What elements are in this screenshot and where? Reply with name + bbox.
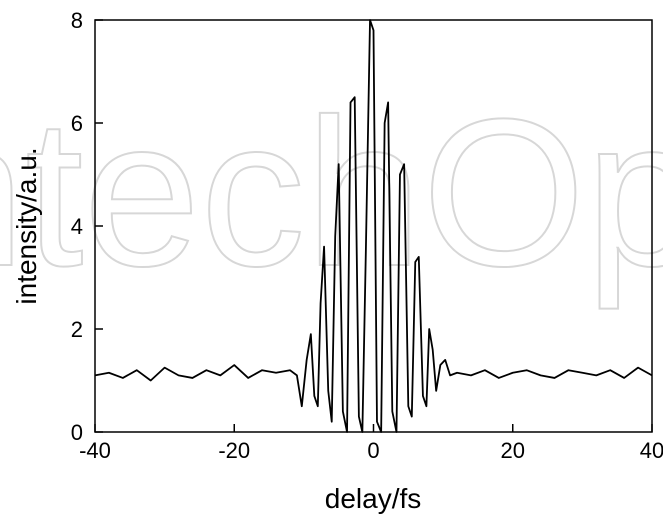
x-tick-label: -20 xyxy=(218,438,250,463)
x-tick-label: -40 xyxy=(79,438,111,463)
y-tick-label: 6 xyxy=(71,111,83,136)
y-tick-label: 4 xyxy=(71,214,83,239)
y-tick-label: 0 xyxy=(71,420,83,445)
y-axis-title: intensity/a.u. xyxy=(11,147,42,304)
plot-line-group xyxy=(94,19,653,433)
x-axis-title: delay/fs xyxy=(325,483,422,514)
x-tick-label: 40 xyxy=(640,438,663,463)
x-axis: -40 -20 0 20 40 xyxy=(79,424,663,463)
y-tick-label: 2 xyxy=(71,317,83,342)
x-tick-label: 0 xyxy=(367,438,379,463)
watermark: IntechOpen xyxy=(0,75,663,310)
y-axis: 0 2 4 6 8 xyxy=(71,8,103,445)
series-line-0 xyxy=(94,19,653,433)
y-tick-label: 8 xyxy=(71,8,83,33)
x-tick-label: 20 xyxy=(501,438,525,463)
